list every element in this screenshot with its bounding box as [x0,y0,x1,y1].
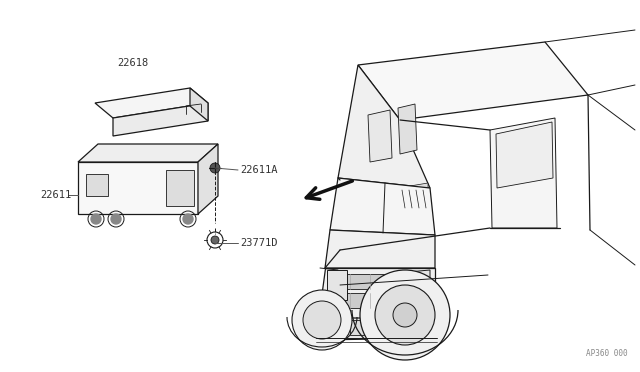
Polygon shape [358,42,588,120]
Circle shape [303,301,341,339]
Polygon shape [95,88,208,118]
Polygon shape [190,88,208,121]
Circle shape [292,290,352,350]
Polygon shape [330,178,435,235]
Polygon shape [78,162,198,214]
Circle shape [393,303,417,327]
Text: 23771D: 23771D [240,238,278,248]
Text: AP360 000: AP360 000 [586,349,628,358]
Text: 22611A: 22611A [240,165,278,175]
Polygon shape [325,230,435,268]
Polygon shape [86,174,108,196]
Polygon shape [368,110,392,162]
Circle shape [111,214,121,224]
Polygon shape [318,268,435,320]
Polygon shape [398,183,428,210]
Polygon shape [408,270,430,300]
Circle shape [211,236,219,244]
Circle shape [375,285,435,345]
Polygon shape [316,318,437,340]
Polygon shape [490,118,557,228]
Polygon shape [338,65,430,188]
Polygon shape [327,270,347,300]
Text: 22611: 22611 [40,190,71,200]
Circle shape [183,214,193,224]
Circle shape [91,214,101,224]
Polygon shape [398,104,417,154]
Polygon shape [166,170,194,206]
Polygon shape [328,293,400,308]
Polygon shape [113,103,208,136]
Polygon shape [198,144,218,214]
Circle shape [210,163,220,173]
Polygon shape [496,122,553,188]
Circle shape [360,270,450,360]
Text: 22618: 22618 [117,58,148,68]
Polygon shape [328,274,400,289]
Polygon shape [78,144,218,162]
Polygon shape [350,320,395,335]
